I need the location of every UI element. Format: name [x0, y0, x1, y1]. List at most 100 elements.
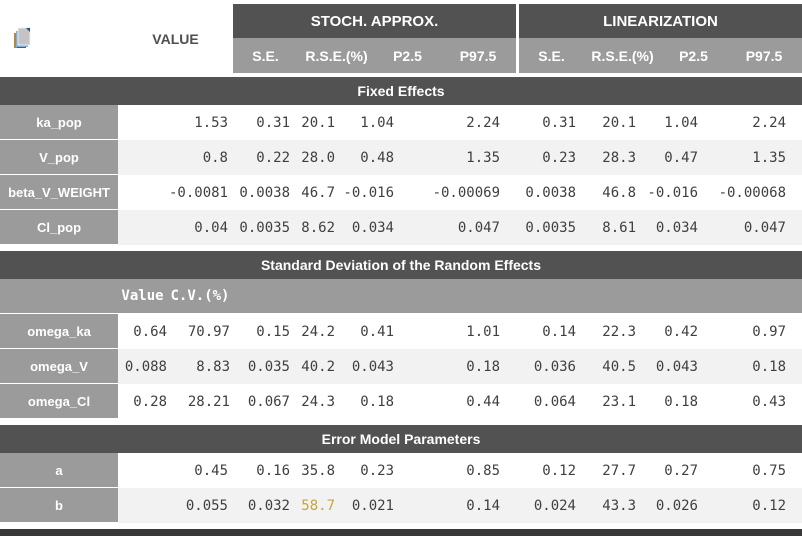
cell-lin-p25: 0.034	[655, 219, 698, 236]
col-header-sa-se: S.E.	[233, 38, 298, 73]
col-header-sa-p975: P97.5	[440, 38, 516, 73]
group-header-stoch-approx: STOCH. APPROX.	[233, 4, 516, 38]
cell-sa-p25: 0.41	[360, 323, 394, 340]
cell-sa-p25: 1.04	[360, 114, 394, 131]
copy-table-button[interactable]	[0, 4, 118, 73]
row-label: omega_ka	[0, 314, 118, 349]
cell-sa-rse: 28.0	[301, 149, 335, 166]
subcol-header-value: Value	[121, 288, 164, 304]
cell-sa-p25: 0.043	[351, 358, 394, 375]
cell-lin-rse: 8.61	[602, 219, 636, 236]
row-omega_ka: omega_ka 0.64 70.97 0.15 24.2 0.41 1.01 …	[0, 314, 802, 349]
cell-cv: 70.97	[187, 323, 230, 340]
cell-value: 0.64	[133, 323, 167, 340]
row-beta_V_WEIGHT: beta_V_WEIGHT -0.0081 0.0038 46.7 -0.016…	[0, 175, 802, 210]
cell-sa-p25: 0.18	[360, 393, 394, 410]
cell-lin-rse: 20.1	[602, 114, 636, 131]
cell-lin-rse: 46.8	[602, 184, 636, 201]
cell-lin-se: 0.064	[533, 393, 576, 410]
cell-sa-p975: 0.85	[466, 462, 500, 479]
cell-lin-p25: 0.043	[655, 358, 698, 375]
cell-lin-rse: 28.3	[602, 149, 636, 166]
cell-lin-rse: 43.3	[602, 497, 636, 514]
cell-sa-p25: 0.23	[360, 462, 394, 479]
cell-lin-p25: 0.18	[664, 393, 698, 410]
cell-sa-p975: 0.44	[466, 393, 500, 410]
cell-sa-se: 0.0038	[239, 184, 290, 201]
cell-lin-p975: 0.18	[752, 358, 786, 375]
cell-lin-p25: 0.026	[655, 497, 698, 514]
cell-sa-se: 0.035	[247, 358, 290, 375]
cell-cv: 28.21	[187, 393, 230, 410]
cell-lin-se: 0.12	[542, 462, 576, 479]
cell-sa-se: 0.032	[247, 497, 290, 514]
cell-sa-rse: 8.62	[301, 219, 335, 236]
cell-sa-p975: 1.01	[466, 323, 500, 340]
row-omega_V: omega_V 0.088 8.83 0.035 40.2 0.043 0.18…	[0, 349, 802, 384]
cell-value: 0.28	[133, 393, 167, 410]
cell-lin-se: 0.0038	[525, 184, 576, 201]
cell-sa-rse: 40.2	[301, 358, 335, 375]
row-label: omega_V	[0, 349, 118, 384]
value-column-header: VALUE	[118, 4, 233, 73]
cell-sa-se: 0.15	[256, 323, 290, 340]
col-header-lin-rse: R.S.E.(%)	[584, 38, 661, 73]
col-header-sa-rse: R.S.E.(%)	[298, 38, 375, 73]
cell-value: -0.0081	[168, 184, 228, 201]
cell-sa-rse: 24.3	[301, 393, 335, 410]
col-header-lin-se: S.E.	[519, 38, 584, 73]
cell-lin-p975: 0.97	[752, 323, 786, 340]
cell-value: 0.088	[124, 358, 167, 375]
row-label: ka_pop	[0, 105, 118, 140]
cell-cv: 8.83	[196, 358, 230, 375]
row-Cl_pop: Cl_pop 0.04 0.0035 8.62 0.034 0.047 0.00…	[0, 210, 802, 245]
cell-value: 0.04	[194, 219, 228, 236]
cell-lin-p975: 0.047	[743, 219, 786, 236]
cell-sa-se: 0.0035	[239, 219, 290, 236]
cell-lin-se: 0.23	[542, 149, 576, 166]
col-header-lin-p25: P2.5	[661, 38, 726, 73]
cell-sa-rse: 24.2	[301, 323, 335, 340]
cell-lin-se: 0.14	[542, 323, 576, 340]
cell-lin-p975: 0.75	[752, 462, 786, 479]
row-ka_pop: ka_pop 1.53 0.31 20.1 1.04 2.24 0.31 20.…	[0, 105, 802, 140]
cell-sa-se: 0.22	[256, 149, 290, 166]
cell-lin-p25: 0.42	[664, 323, 698, 340]
cell-value: 0.45	[194, 462, 228, 479]
col-header-lin-p975: P97.5	[726, 38, 802, 73]
row-omega_Cl: omega_Cl 0.28 28.21 0.067 24.3 0.18 0.44…	[0, 384, 802, 419]
cell-sa-p975: 0.047	[457, 219, 500, 236]
cell-sa-p975: -0.00069	[432, 184, 500, 201]
cell-sa-p25: 0.021	[351, 497, 394, 514]
cell-lin-p25: 0.27	[664, 462, 698, 479]
table-header: VALUE STOCH. APPROX. LINEARIZATION S.E. …	[0, 4, 802, 73]
cell-sa-rse-highlighted: 58.7	[301, 497, 335, 514]
row-label: Cl_pop	[0, 210, 118, 245]
cell-sa-p975: 0.14	[466, 497, 500, 514]
group-header-linearization: LINEARIZATION	[519, 4, 802, 38]
row-label: omega_Cl	[0, 384, 118, 419]
cell-lin-p975: 0.12	[752, 497, 786, 514]
cell-lin-rse: 23.1	[602, 393, 636, 410]
cell-value: 1.53	[194, 114, 228, 131]
cell-sa-rse: 35.8	[301, 462, 335, 479]
cell-sa-p975: 0.18	[466, 358, 500, 375]
subcol-header-cv: C.V.(%)	[170, 288, 230, 304]
row-label: a	[0, 453, 118, 488]
random-effects-subheader: Value C.V.(%)	[0, 279, 802, 314]
cell-sa-p25: 0.034	[351, 219, 394, 236]
cell-sa-rse: 46.7	[301, 184, 335, 201]
cell-lin-se: 0.024	[533, 497, 576, 514]
row-label: b	[0, 488, 118, 523]
cell-sa-se: 0.31	[256, 114, 290, 131]
cell-value: 0.055	[185, 497, 228, 514]
cell-lin-se: 0.31	[542, 114, 576, 131]
cell-lin-se: 0.036	[533, 358, 576, 375]
bottom-divider-bar	[0, 529, 802, 536]
copy-pages-icon	[14, 27, 31, 48]
group-separator	[516, 4, 519, 73]
cell-lin-p25: -0.016	[647, 184, 698, 201]
cell-lin-p25: 1.04	[664, 114, 698, 131]
cell-lin-p975: 2.24	[752, 114, 786, 131]
